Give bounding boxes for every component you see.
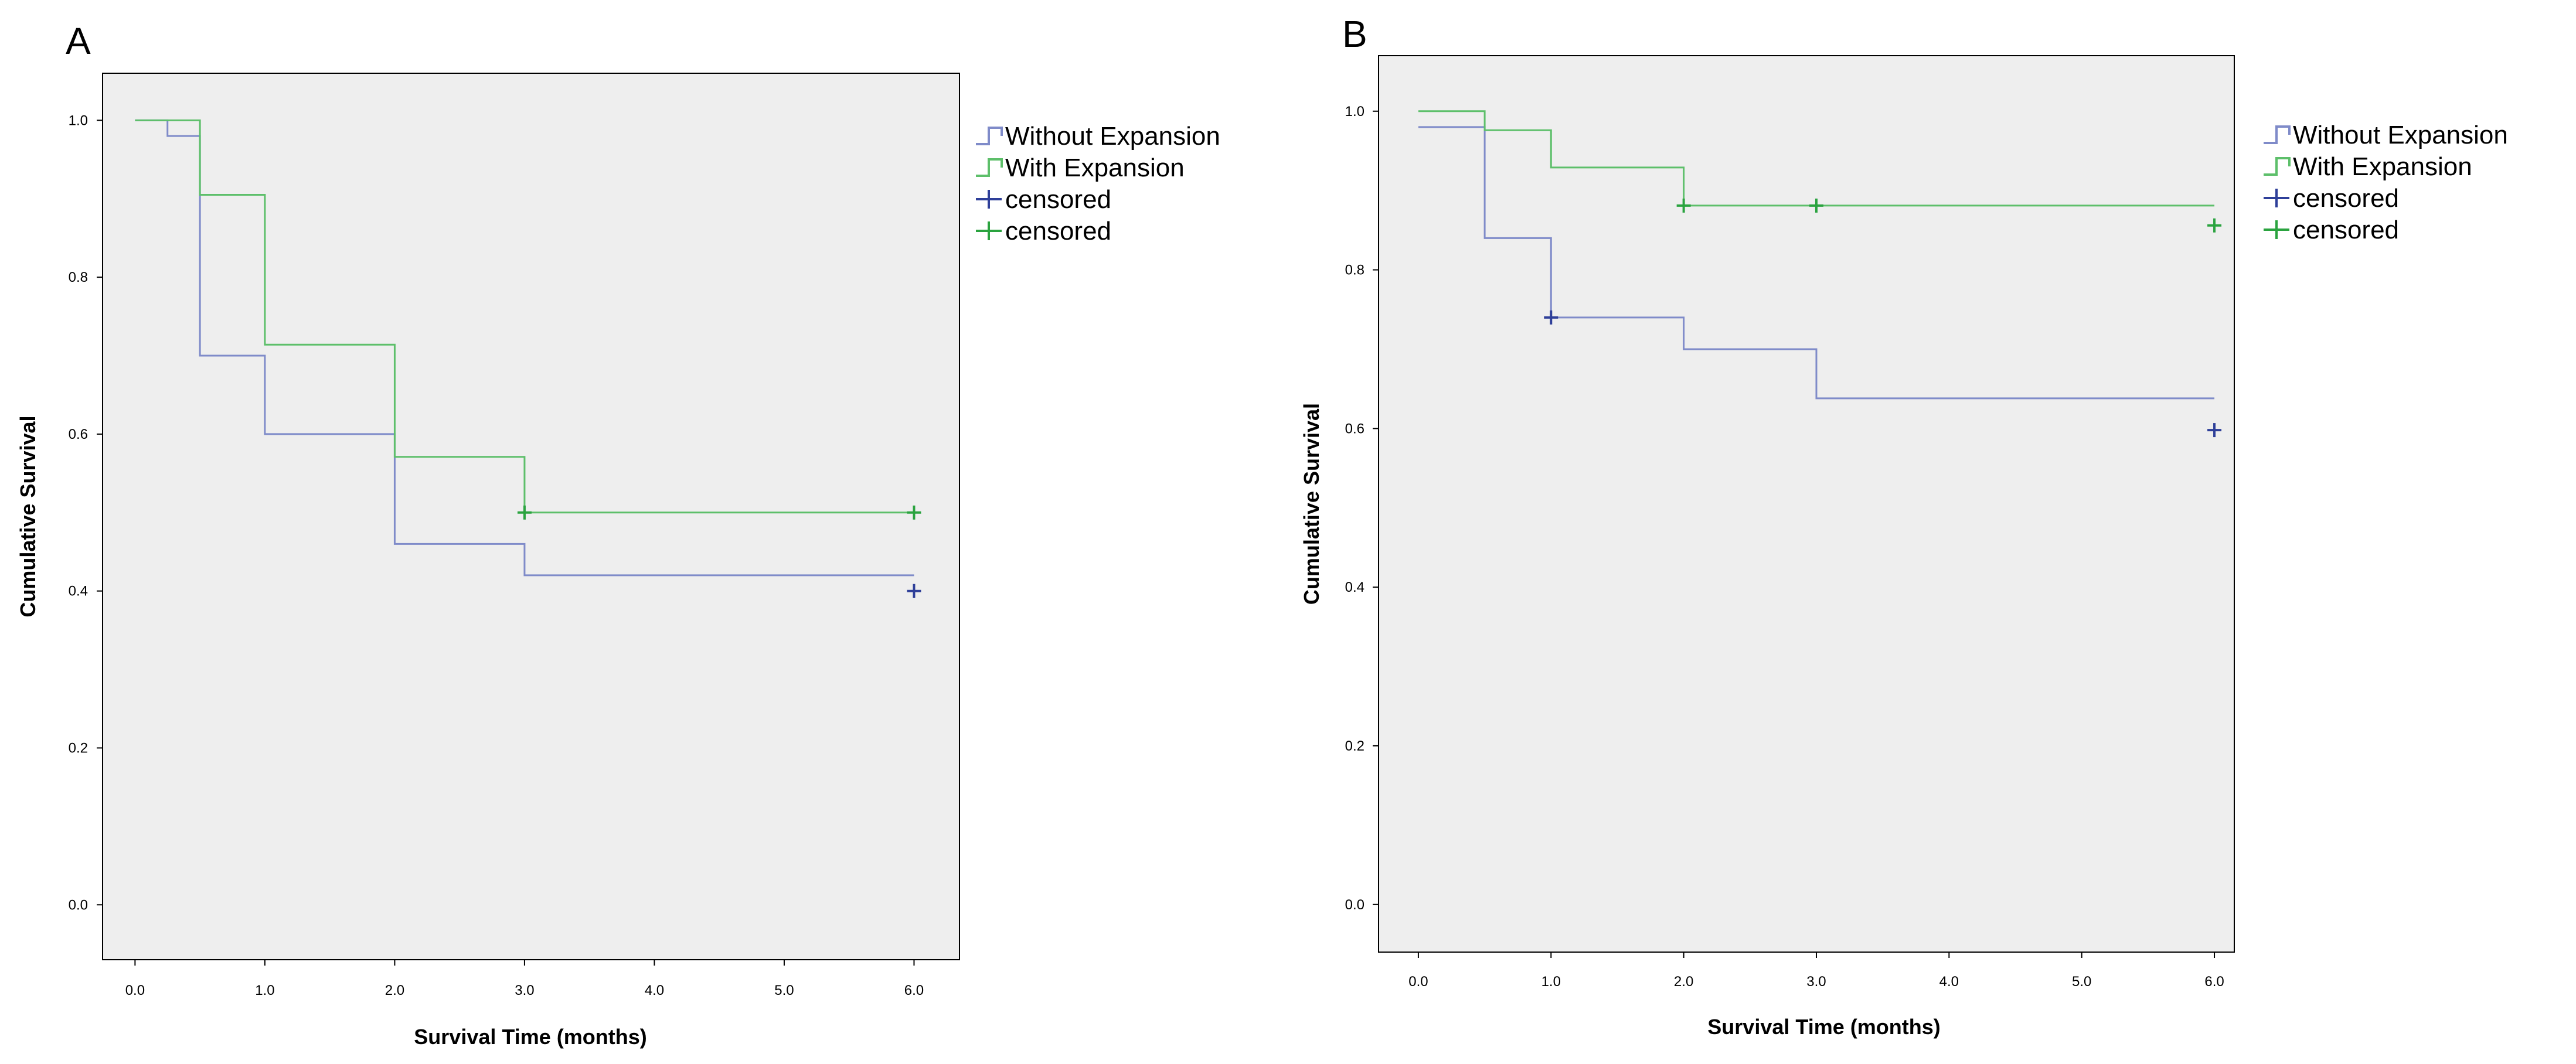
legend-item: With Expansion [2264, 152, 2472, 181]
series-line-with-expansion [135, 119, 914, 514]
y-axis-title: Cumulative Survival [16, 415, 40, 617]
censored-marker-without-expansion [1544, 310, 1558, 325]
y-tick-label: 0.0 [69, 897, 88, 913]
chart-panel-a: A 0.0 0.2 0.4 0.6 0.8 1.0 0.0 1.0 2.0 3.0 4.0 5.0 6.0… [16, 20, 1220, 1049]
legend-label: censored [2293, 184, 2399, 213]
legend-label: Without Expansion [1005, 122, 1220, 151]
y-tick-label: 0.6 [1345, 421, 1364, 436]
x-tick-label: 4.0 [1939, 974, 1959, 990]
y-tick-label: 0.4 [1345, 579, 1364, 595]
censored-marker-with-expansion [2207, 218, 2222, 233]
y-tick-label: 0.2 [69, 740, 88, 756]
y-tick-label: 0.6 [69, 427, 88, 442]
y-tick-label: 0.2 [1345, 738, 1364, 754]
y-tick-label: 0.8 [69, 270, 88, 285]
legend-item: Without Expansion [976, 122, 1220, 151]
legend-swatch-step [976, 158, 1003, 177]
y-tick-label: 0.0 [1345, 897, 1364, 913]
legend-swatch-step [976, 127, 1003, 145]
x-tick-label: 1.0 [255, 983, 274, 998]
panel-label: A [66, 20, 91, 62]
x-tick-label: 6.0 [2204, 974, 2224, 990]
x-tick-label: 3.0 [515, 983, 534, 998]
legend-swatch-step [2264, 157, 2291, 176]
x-tick-label: 4.0 [645, 983, 664, 998]
legend-label: censored [1005, 217, 1111, 245]
censored-marker-with-expansion [907, 505, 921, 520]
legend-item: censored [2264, 184, 2399, 213]
legend-item: censored [2264, 216, 2399, 244]
series-line-without-expansion [135, 119, 914, 577]
legend-label: censored [2293, 216, 2399, 244]
x-tick-label: 2.0 [385, 983, 404, 998]
x-tick-label: 1.0 [1541, 974, 1561, 990]
x-tick-label: 5.0 [774, 983, 794, 998]
legend-label: With Expansion [2293, 152, 2472, 181]
legend-item: censored [976, 217, 1111, 245]
x-tick-label: 0.0 [125, 983, 145, 998]
plot-area [1378, 55, 2235, 953]
y-tick-label: 0.4 [69, 584, 88, 599]
series-line-with-expansion [1418, 110, 2215, 207]
x-tick-label: 0.0 [1408, 974, 1428, 990]
panel-label: B [1342, 13, 1367, 55]
x-axis-title: Survival Time (months) [414, 1025, 646, 1049]
legend-label: censored [1005, 185, 1111, 214]
legend-item: censored [976, 185, 1111, 214]
censored-marker-without-expansion [907, 584, 921, 598]
legend-label: Without Expansion [2293, 121, 2508, 149]
y-tick-label: 1.0 [69, 112, 88, 128]
legend-swatch-step [2264, 125, 2291, 144]
legend-item: Without Expansion [2264, 121, 2508, 149]
x-tick-label: 6.0 [904, 983, 924, 998]
chart-panel-b: B 0.0 0.2 0.4 0.6 0.8 1.0 0.0 1.0 2.0 3.0 4.0 5.0 6.0… [1299, 13, 2508, 1039]
series-line-without-expansion [1418, 126, 2215, 400]
y-tick-label: 0.8 [1345, 262, 1364, 278]
censored-marker-with-expansion [1676, 198, 1691, 213]
censored-marker-with-expansion [517, 505, 532, 520]
censored-marker-with-expansion [1809, 198, 1823, 213]
plot-area [102, 73, 960, 960]
y-tick-label: 1.0 [1345, 104, 1364, 120]
legend-label: With Expansion [1005, 154, 1185, 182]
legend: Without Expansion With Expansion censored c… [2264, 121, 2508, 244]
y-axis-title: Cumulative Survival [1299, 403, 1323, 605]
x-axis-title: Survival Time (months) [1707, 1015, 1940, 1039]
censored-marker-without-expansion [2207, 423, 2222, 438]
x-tick-label: 2.0 [1674, 974, 1693, 990]
legend-item: With Expansion [976, 154, 1185, 182]
x-tick-label: 5.0 [2072, 974, 2091, 990]
legend: Without Expansion With Expansion censored c… [976, 122, 1220, 245]
x-tick-label: 3.0 [1806, 974, 1826, 990]
